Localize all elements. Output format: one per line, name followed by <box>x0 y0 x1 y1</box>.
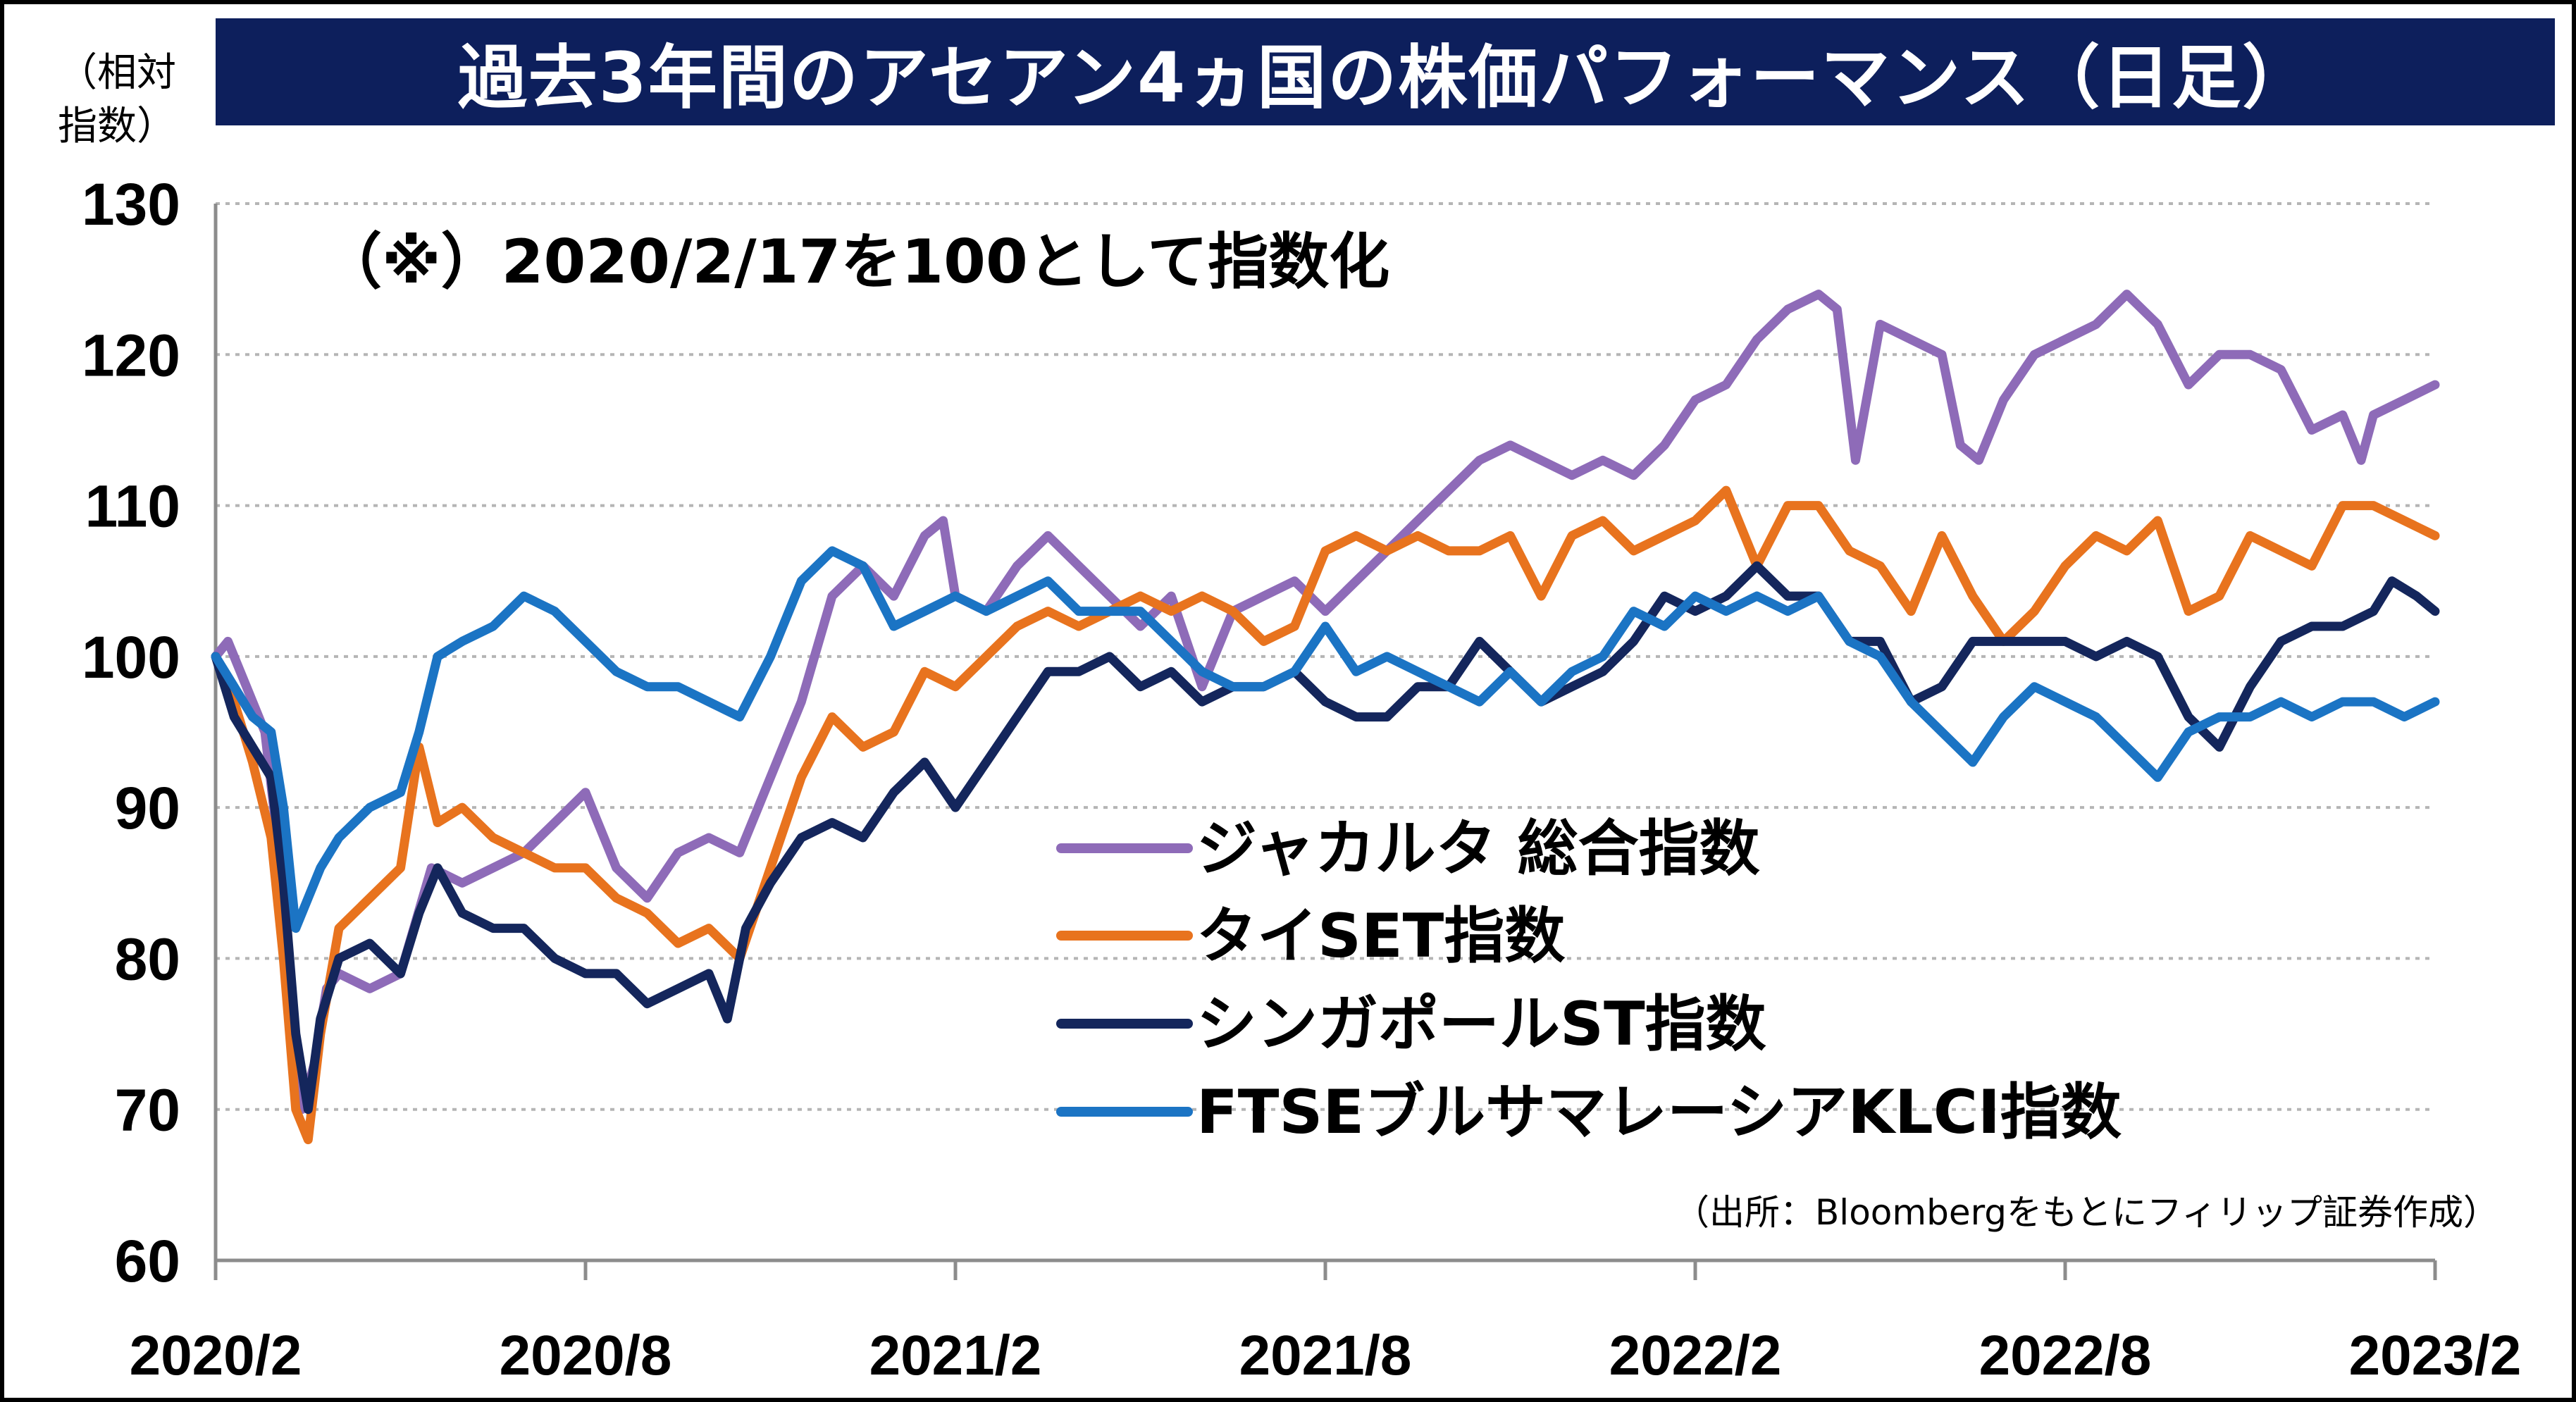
y-tick-label: 70 <box>115 1077 180 1143</box>
y-tick-label: 80 <box>115 926 180 992</box>
x-tick-label: 2020/2 <box>130 1324 302 1387</box>
y-tick-label: 110 <box>85 473 180 540</box>
axes: 60 70 80 90 100 110 120 130 2020/2 2020/8 2021/2 20… <box>82 171 2522 1387</box>
legend-label: シンガポールST指数 <box>1196 989 1766 1060</box>
y-unit-line-1: （相対 <box>58 50 176 96</box>
legend-label: タイSET指数 <box>1196 901 1565 972</box>
x-tick-label: 2022/2 <box>1609 1324 1782 1387</box>
y-axis-unit-label: （相対 指数） <box>47 46 187 154</box>
y-tick-label: 90 <box>115 775 180 841</box>
line-chart: 60 70 80 90 100 110 120 130 2020/2 2020/8 2021/2 20… <box>82 171 2522 1387</box>
x-tick-label: 2021/8 <box>1239 1324 1412 1387</box>
legend-item: ジャカルタ 総合指数 <box>1056 814 1760 884</box>
y-tick-label: 60 <box>115 1228 180 1294</box>
series-line <box>211 546 2440 933</box>
series-line <box>211 485 2440 1145</box>
y-tick-label: 100 <box>82 624 180 690</box>
chart-title: 過去3年間のアセアン4ヵ国の株価パフォーマンス（日足） <box>216 18 2555 125</box>
legend-label: ジャカルタ 総合指数 <box>1196 814 1760 884</box>
legend-item: シンガポールST指数 <box>1056 989 1766 1060</box>
legend-item: タイSET指数 <box>1056 901 1565 972</box>
y-unit-line-2: 指数） <box>58 104 176 149</box>
legend-item: FTSEブルサマレーシアKLCI指数 <box>1056 1077 2122 1148</box>
index-note: （※）2020/2/17を100として指数化 <box>321 227 1389 297</box>
y-tick-label: 120 <box>82 322 180 388</box>
series-line <box>211 290 2440 1115</box>
x-tick-label: 2020/8 <box>500 1324 672 1387</box>
source-note: （出所：Bloombergをもとにフィリップ証券作成） <box>1674 1192 2498 1233</box>
series-lines <box>211 290 2440 1145</box>
x-tick-label: 2021/2 <box>869 1324 1042 1387</box>
x-tick-label: 2022/8 <box>1979 1324 2152 1387</box>
legend-label: FTSEブルサマレーシアKLCI指数 <box>1196 1077 2122 1148</box>
y-tick-label: 130 <box>82 171 180 237</box>
x-tick-label: 2023/2 <box>2349 1324 2522 1387</box>
